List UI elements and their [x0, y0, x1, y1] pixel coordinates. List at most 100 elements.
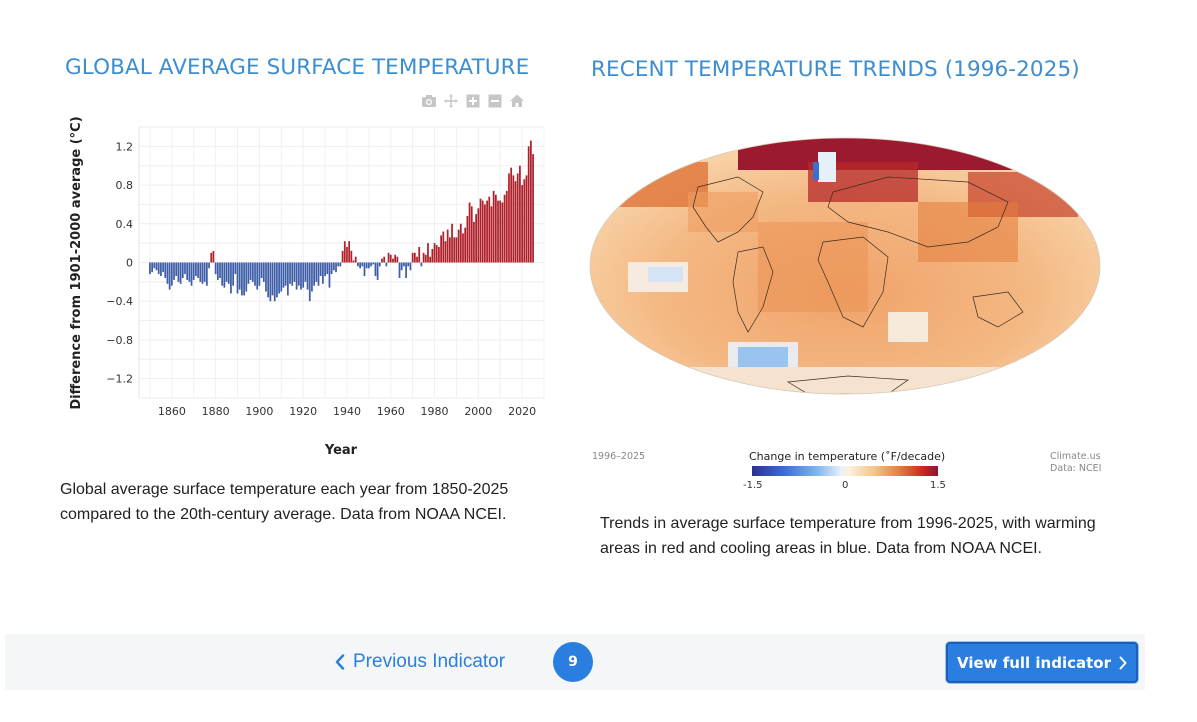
temperature-bar [529, 140, 532, 263]
temperature-bar [442, 231, 445, 263]
temperature-bar [201, 262, 204, 284]
temperature-bar [427, 243, 429, 263]
temperature-bar [411, 252, 414, 263]
temperature-bar [306, 262, 309, 290]
temperature-bar [203, 262, 206, 282]
temperature-bar [227, 262, 230, 284]
temperature-bar [155, 262, 158, 271]
temperature-bar [523, 179, 526, 263]
temperature-bar [519, 165, 521, 263]
temperature-bar [311, 262, 313, 292]
temperature-bar [367, 262, 370, 269]
temperature-bar [479, 198, 482, 263]
temperature-bar [192, 262, 195, 280]
temperature-bar [348, 241, 351, 263]
temperature-bar [451, 223, 453, 263]
temperature-bar [514, 181, 517, 263]
home-icon[interactable] [506, 92, 528, 110]
temperature-bar [181, 262, 184, 278]
temperature-bar [149, 262, 151, 275]
temperature-bar [374, 262, 377, 277]
temperature-bar [337, 262, 340, 267]
zoom-in-icon[interactable] [462, 92, 484, 110]
temperature-bar [387, 252, 390, 263]
temperature-bar [304, 262, 307, 282]
temperature-bar [512, 175, 515, 263]
temperature-bar [265, 262, 267, 292]
temperature-bar [383, 256, 386, 263]
temperature-bar [431, 248, 434, 263]
temperature-bar [153, 262, 156, 269]
temperature-bar [407, 262, 410, 267]
indicator-number-badge: 9 [553, 642, 593, 682]
temperature-bar [453, 237, 456, 263]
temperature-bar [357, 262, 359, 267]
temperature-bar [501, 202, 504, 263]
chevron-left-icon [335, 654, 345, 670]
temperature-bar [289, 262, 291, 284]
temperature-bar [173, 262, 175, 280]
temperature-bar [405, 262, 407, 278]
temperature-bar [322, 262, 324, 284]
temperature-bar [370, 262, 372, 267]
x-tick-label: 2000 [464, 405, 492, 418]
temperature-bar [195, 262, 197, 277]
temperature-bar [494, 194, 497, 263]
temperature-bar [190, 262, 193, 286]
temperature-bar [516, 173, 519, 263]
temperature-bar [525, 175, 528, 263]
temperature-bar [448, 237, 451, 263]
temperature-bar [276, 262, 278, 298]
temperature-bar [409, 262, 412, 271]
x-tick-label: 1980 [421, 405, 449, 418]
chart-modebar [418, 92, 528, 110]
temperature-bar [151, 262, 154, 273]
previous-indicator-label: Previous Indicator [353, 651, 506, 672]
view-full-indicator-button[interactable]: View full indicator [946, 642, 1138, 683]
global-temp-caption: Global average surface temperature each … [60, 481, 509, 523]
temperature-bar [354, 256, 357, 263]
temperature-bar [335, 262, 337, 273]
temperature-bar [262, 262, 265, 282]
temperature-bar [225, 262, 228, 282]
temperature-bar [223, 262, 226, 288]
temperature-bar [247, 262, 250, 284]
recent-trends-title: RECENT TEMPERATURE TRENDS (1996-2025) [591, 57, 1080, 82]
temperature-bar [269, 262, 272, 302]
temperature-bar [241, 262, 243, 296]
temperature-bar [238, 262, 241, 290]
temperature-bar [300, 262, 302, 290]
temperature-bar [170, 262, 173, 286]
temperature-bar [326, 262, 329, 275]
temperature-bar [332, 262, 335, 271]
temperature-bar [365, 262, 368, 269]
temperature-bar [372, 262, 375, 265]
temperature-bar [470, 206, 473, 263]
temperature-bar [273, 262, 276, 302]
temperature-bar [245, 262, 248, 292]
temperature-bar [221, 262, 224, 286]
temperature-bar [168, 262, 171, 290]
temperature-bar [254, 262, 256, 286]
temperature-bar [293, 262, 296, 282]
temperature-bar [184, 262, 186, 275]
x-tick-label: 1880 [202, 405, 230, 418]
pan-icon[interactable] [440, 92, 462, 110]
temperature-bar [350, 250, 353, 263]
temperature-bar [175, 262, 178, 277]
temperature-bar [278, 262, 280, 294]
chart-bars [149, 140, 534, 302]
temperature-bar [286, 262, 289, 296]
x-tick-label: 2020 [508, 405, 536, 418]
temperature-bar [186, 262, 189, 280]
legend-tick-max: 1.5 [930, 480, 946, 491]
legend-tick-zero: 0 [842, 480, 849, 491]
previous-indicator-link[interactable]: Previous Indicator [335, 651, 505, 673]
y-tick-label: −0.8 [106, 334, 133, 347]
temperature-bar [260, 262, 263, 278]
temperature-bar [499, 200, 502, 263]
zoom-out-icon[interactable] [484, 92, 506, 110]
temperature-bar [440, 235, 442, 263]
camera-icon[interactable] [418, 92, 440, 110]
temperature-bar [438, 247, 440, 263]
